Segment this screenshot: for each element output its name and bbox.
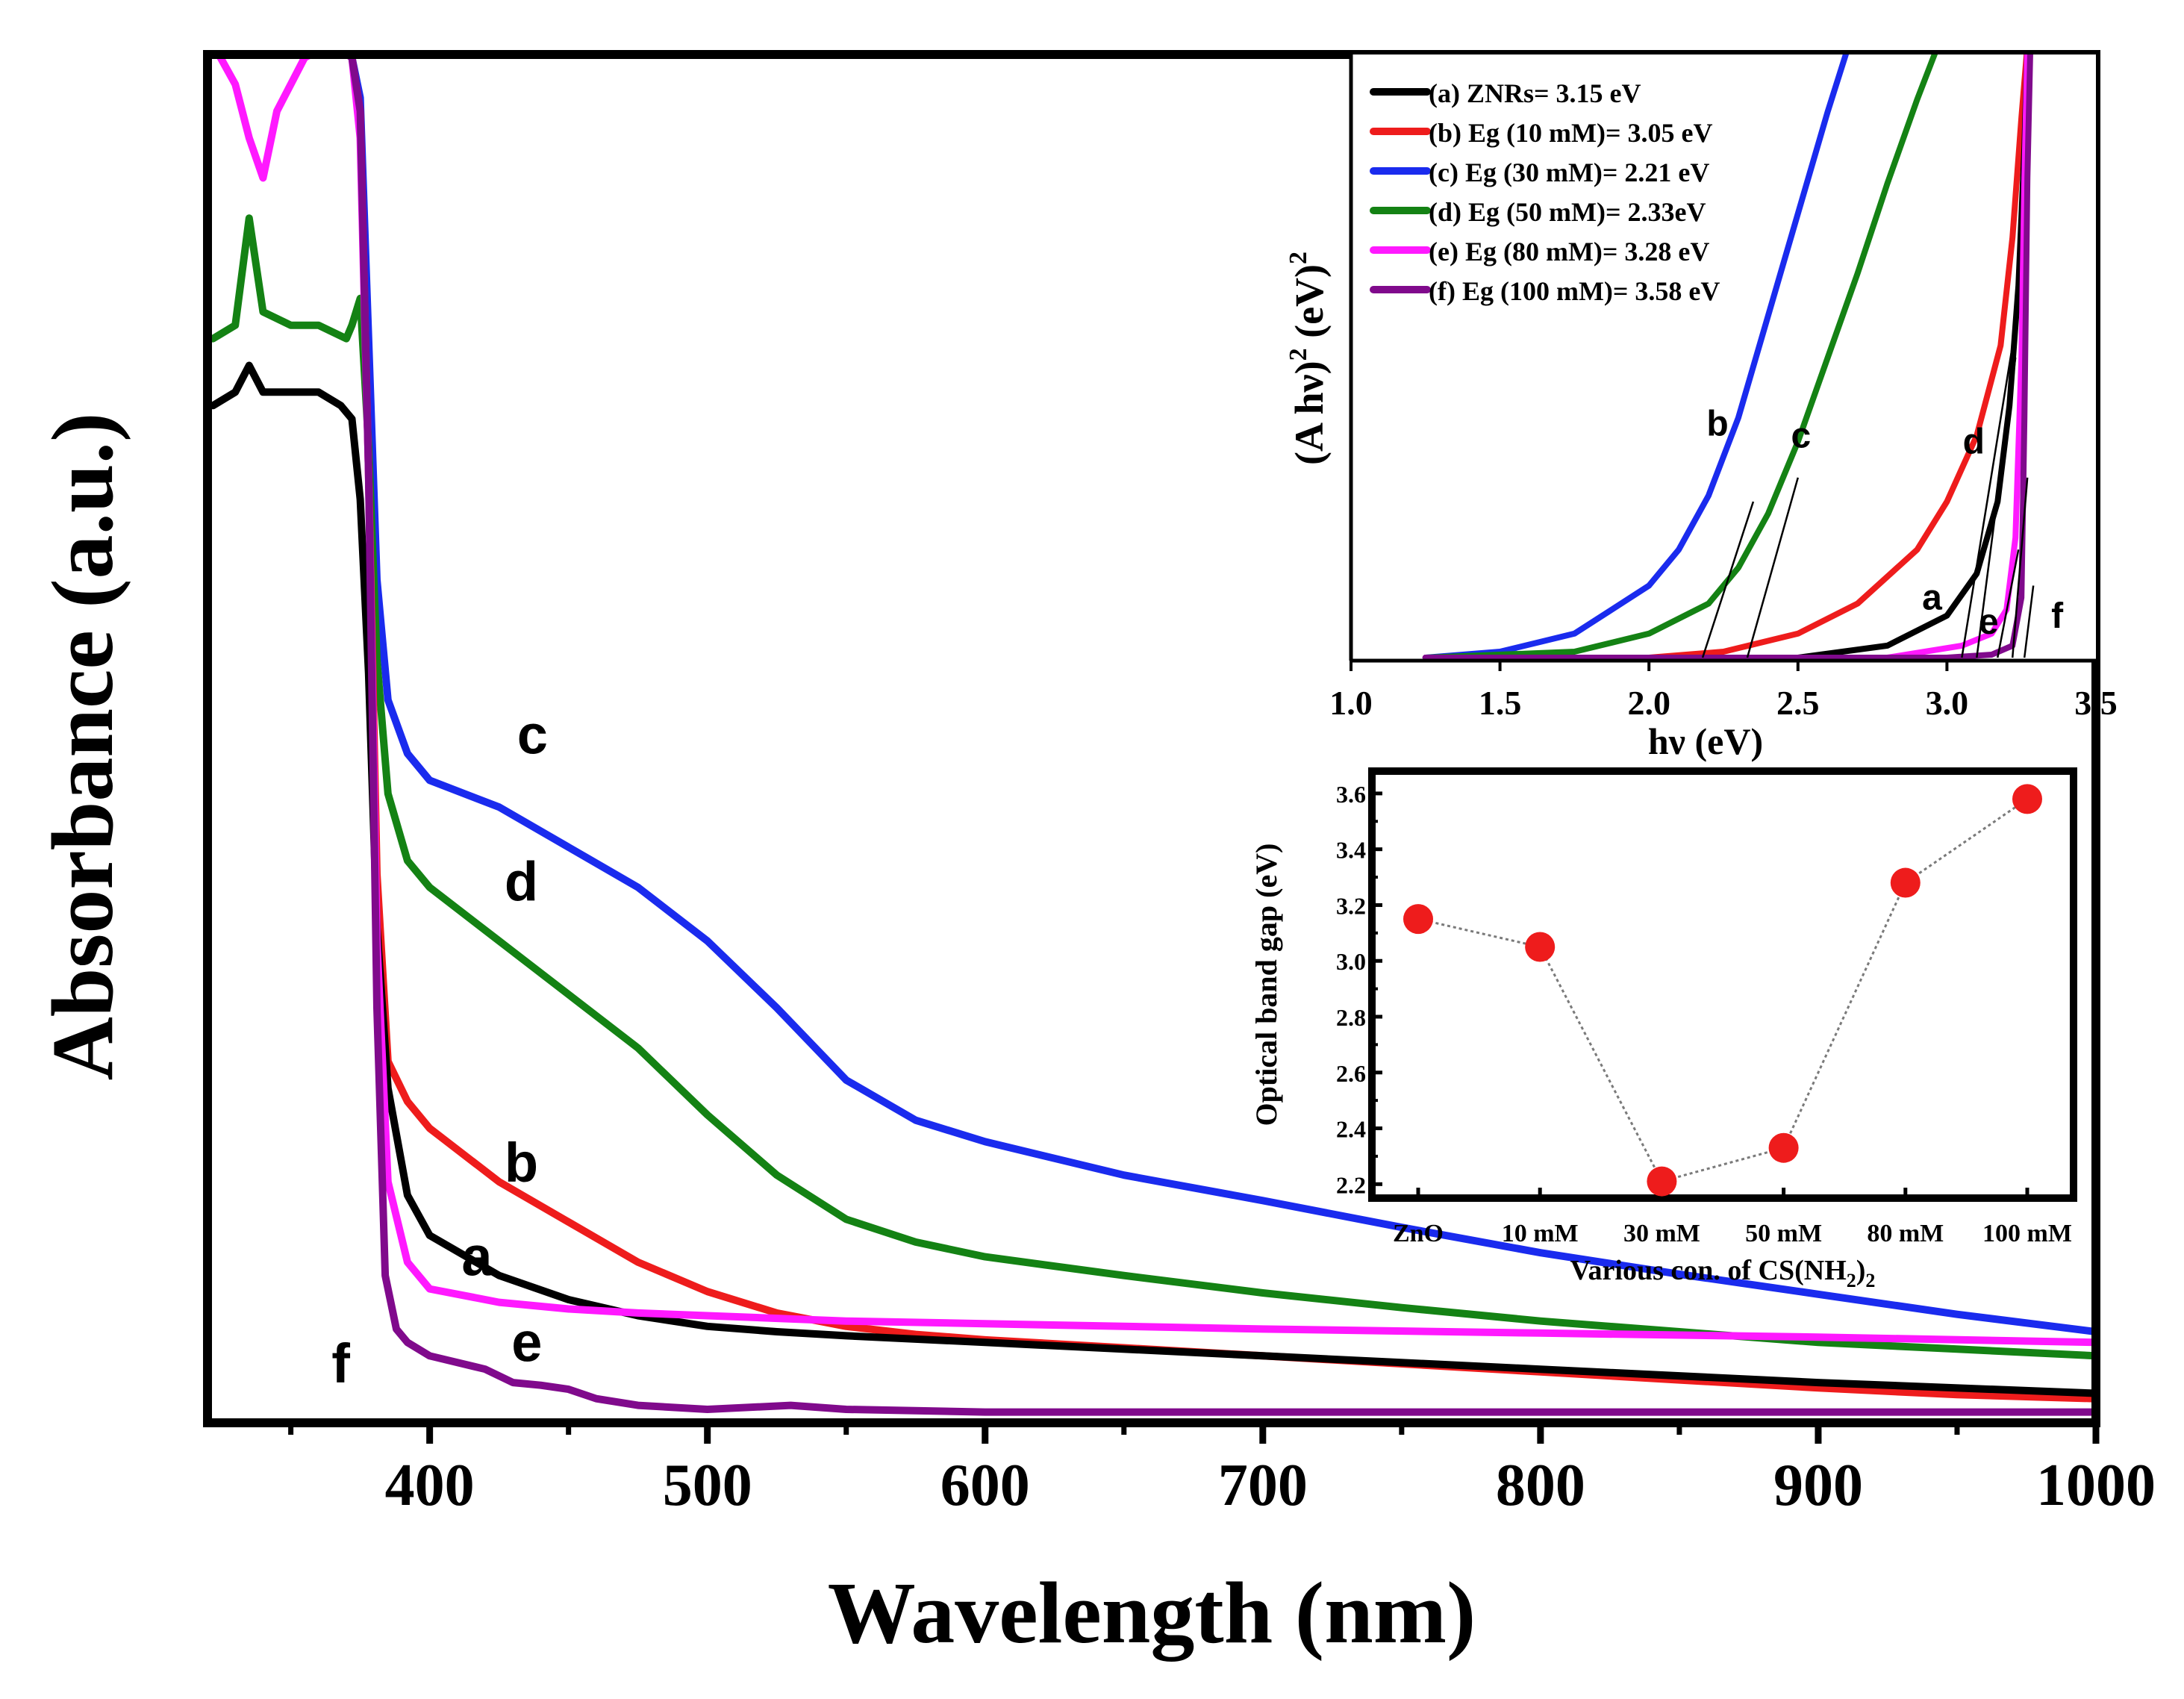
bandgap-point (1768, 1132, 1799, 1163)
bandgap-plot-frame (1368, 767, 2077, 1202)
tauc-tangent-line (2011, 477, 2029, 658)
bandgap-x-ticks: ZnO 10 mM 30 mM 50 mM 80 mM 100 mM (1393, 1188, 2072, 1247)
bandgap-y-axis-label: Optical band gap (eV) (1249, 844, 1283, 1126)
tauc-curve-label-a: a (1922, 579, 1942, 618)
main-series-f (340, 54, 2096, 1416)
bandgap-y-tick-label: 2.2 (1336, 1171, 1366, 1198)
tauc-legend-label-c: (c) Eg (30 mM)= 2.21 eV (1429, 158, 1709, 187)
main-x-tick-label: 900 (1773, 1453, 1863, 1518)
bandgap-y-tick-label: 2.8 (1336, 1004, 1366, 1031)
bandgap-x-tick-label: 80 mM (1867, 1220, 1944, 1247)
bandgap-y-tick-label: 2.4 (1336, 1116, 1366, 1143)
tauc-x-tick-label: 2.0 (1627, 684, 1670, 722)
bandgap-y-tick-label: 3.0 (1336, 948, 1366, 975)
main-series-d (209, 214, 2096, 1360)
main-series (209, 54, 2096, 1416)
bandgap-point (2012, 784, 2042, 814)
main-series-a (209, 361, 2096, 1397)
bandgap-x-tick-label: 10 mM (1502, 1220, 1579, 1247)
tauc-x-tick-label: 1.5 (1479, 684, 1522, 722)
bandgap-connector-line (1417, 798, 2028, 1183)
bandgap-x-axis-label: Various con. of CS(NH2)2 (1570, 1255, 1876, 1291)
tauc-legend-label-d: (d) Eg (50 mM)= 2.33eV (1429, 197, 1706, 227)
bandgap-point (1647, 1166, 1677, 1197)
main-y-axis-label: Absorbance (a.u.) (34, 413, 131, 1081)
tauc-series-b (1422, 54, 2030, 661)
bandgap-x-tick-label: ZnO (1393, 1220, 1444, 1247)
tauc-curve-label-b: b (1706, 405, 1728, 444)
tauc-y-axis-label: (A hν)2 (eV)2 (1285, 252, 1332, 465)
main-series-e (214, 54, 2096, 1347)
tauc-legend-label-e: (e) Eg (80 mM)= 3.28 eV (1429, 237, 1709, 266)
bandgap-x-tick-label: 100 mM (1982, 1220, 2072, 1247)
main-curve-label-c: c (517, 703, 548, 765)
tauc-tangent-line (1961, 345, 2014, 658)
tauc-curve-label-f: f (2051, 596, 2064, 636)
bandgap-y-tick-label: 3.6 (1336, 781, 1366, 808)
main-x-tick-label: 500 (663, 1453, 752, 1518)
main-curve-label-f: f (331, 1332, 350, 1394)
tauc-x-tick-label: 2.5 (1776, 684, 1820, 722)
tauc-x-axis-label: hν (eV) (1648, 720, 1763, 762)
main-curve-label-b: b (505, 1132, 538, 1194)
bandgap-y-ticks: 2.2 2.4 2.6 2.8 3.0 3.2 3.4 3.6 (1336, 781, 1382, 1198)
tauc-curve-label-e: e (1979, 602, 1999, 642)
bandgap-point (1890, 867, 1921, 898)
main-x-ticks: 400 500 600 700 800 900 1000 (288, 1423, 2156, 1518)
tauc-legend-label-a: (a) ZNRs= 3.15 eV (1429, 78, 1641, 108)
tauc-legend-label-b: (b) Eg (10 mM)= 3.05 eV (1429, 118, 1712, 148)
tauc-tangent-line (1701, 501, 1755, 658)
main-x-tick-label: 1000 (2036, 1453, 2156, 1518)
main-x-tick-label: 600 (940, 1453, 1030, 1518)
tauc-tangent-line (1746, 477, 1800, 658)
tauc-curve-label-d: d (1963, 423, 1985, 462)
tauc-series-f (1422, 54, 2033, 661)
bandgap-point (1525, 932, 1556, 962)
tauc-tangent-line (1976, 357, 2017, 658)
main-curve-label-e: e (511, 1311, 542, 1373)
bandgap-x-tick-label: 30 mM (1623, 1220, 1700, 1247)
main-x-axis-label: Wavelength (nm) (828, 1564, 1476, 1662)
tauc-series-d (1422, 54, 1938, 661)
tauc-x-tick-label: 3.5 (2074, 684, 2118, 722)
bandgap-y-tick-label: 2.6 (1336, 1060, 1366, 1087)
tauc-x-tick-label: 1.0 (1329, 684, 1373, 722)
tauc-legend-label-f: (f) Eg (100 mM)= 3.58 eV (1429, 276, 1720, 306)
tauc-series-c (1422, 54, 1850, 661)
main-curve-label-d: d (505, 851, 538, 913)
tauc-x-tick-label: 3.0 (1926, 684, 1969, 722)
tauc-inset: (a) ZNRs= 3.15 eV (b) Eg (10 mM)= 3.05 eV… (1285, 54, 2118, 762)
bandgap-points (1403, 784, 2042, 1197)
tauc-tangent-line (1997, 549, 2020, 658)
main-x-tick-label: 800 (1496, 1453, 1585, 1518)
tauc-x-ticks: 1.0 1.5 2.0 2.5 3.0 3.5 (1329, 661, 2118, 722)
bandgap-y-tick-label: 3.4 (1336, 837, 1366, 864)
tauc-inset-background (1351, 54, 2096, 661)
tauc-curve-label-c: c (1791, 417, 1811, 456)
main-x-tick-label: 700 (1218, 1453, 1308, 1518)
bandgap-y-tick-label: 3.2 (1336, 892, 1366, 919)
main-plot-frame (203, 50, 2100, 1427)
bandgap-inset: 2.2 2.4 2.6 2.8 3.0 3.2 3.4 3.6 ZnO 10 mM 30 mM 50… (1249, 767, 2077, 1291)
tauc-tangent-line (2023, 585, 2035, 658)
main-curve-labels: c d bae f (331, 703, 548, 1394)
tauc-legend: (a) ZNRs= 3.15 eV (b) Eg (10 mM)= 3.05 eV… (1370, 78, 1720, 306)
bandgap-point (1403, 904, 1433, 935)
tauc-curve-labels: b c d ae f (1706, 405, 2064, 642)
tauc-tangent-lines (1701, 345, 2035, 658)
bandgap-x-tick-label: 50 mM (1745, 1220, 1822, 1247)
main-x-tick-label: 400 (385, 1453, 475, 1518)
main-curve-label-a: a (461, 1226, 493, 1288)
